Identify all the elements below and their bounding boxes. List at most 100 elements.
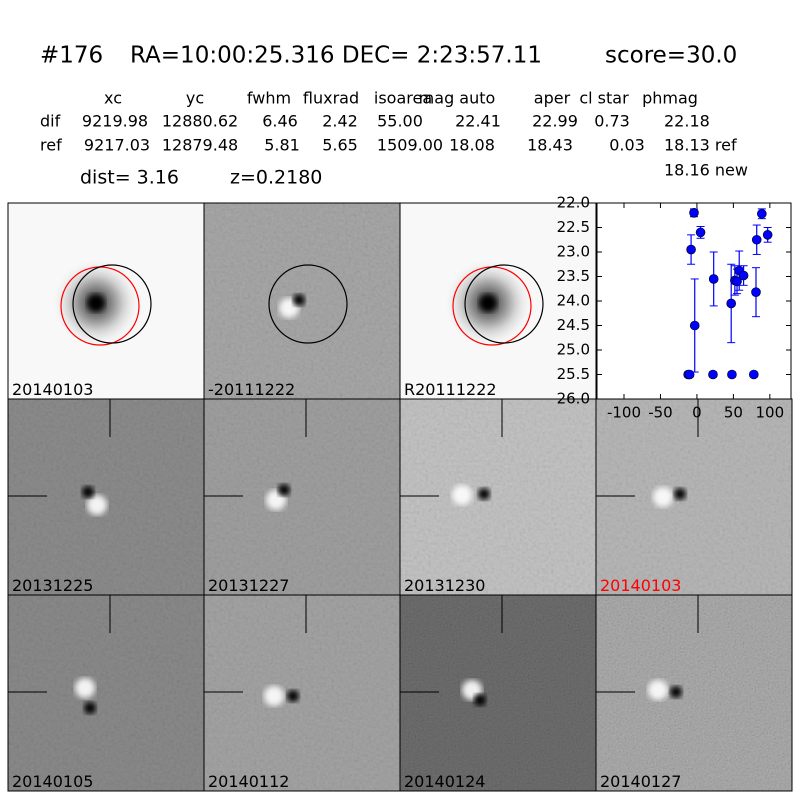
panel-content bbox=[204, 399, 400, 595]
panel-content bbox=[8, 203, 204, 399]
table-cell: 6.46 bbox=[262, 112, 298, 131]
panel-label: 20140124 bbox=[404, 772, 485, 791]
positive-residual bbox=[653, 487, 673, 507]
table-cell: 12880.62 bbox=[162, 112, 238, 131]
table-cell: 18.13 ref bbox=[664, 136, 737, 155]
distance: dist= 3.16 bbox=[80, 167, 179, 189]
y-tick-label: 22.5 bbox=[557, 218, 590, 236]
y-tick-label: 25.0 bbox=[557, 341, 590, 359]
point bbox=[708, 369, 718, 380]
table-cell: 0.73 bbox=[594, 112, 630, 131]
panel-label: -20111222 bbox=[208, 380, 295, 399]
x-tick-label: 50 bbox=[724, 404, 743, 422]
panel-noise bbox=[400, 595, 596, 791]
source-core bbox=[87, 294, 105, 312]
row-label: ref bbox=[40, 136, 62, 155]
panel-content bbox=[400, 203, 596, 399]
panel-content bbox=[596, 399, 792, 595]
y-tick-label: 26.0 bbox=[557, 390, 590, 408]
table-cell: 22.18 bbox=[664, 112, 710, 131]
image-panel: 20140124 bbox=[399, 594, 597, 792]
point bbox=[684, 369, 695, 380]
column-header: aper bbox=[534, 89, 571, 108]
candidate-id: #176 bbox=[40, 43, 103, 69]
column-header: fluxrad bbox=[303, 89, 359, 108]
table-cell: 5.65 bbox=[322, 136, 358, 155]
panel-content bbox=[596, 595, 792, 791]
table-cell: 18.43 bbox=[527, 136, 573, 155]
x-tick-label: -100 bbox=[607, 404, 641, 422]
panel-content bbox=[204, 595, 400, 791]
panel-noise bbox=[400, 399, 596, 595]
table-cell: 9219.98 bbox=[82, 112, 148, 131]
positive-residual bbox=[87, 495, 107, 515]
point bbox=[751, 287, 761, 297]
column-header: mag auto bbox=[419, 89, 496, 108]
table-cell: 12879.48 bbox=[162, 136, 238, 155]
panel-noise bbox=[8, 399, 204, 595]
point bbox=[689, 320, 700, 331]
negative-residual bbox=[84, 702, 96, 714]
source-core bbox=[479, 294, 497, 312]
x-tick-label: 0 bbox=[692, 404, 702, 422]
panel-noise bbox=[596, 399, 792, 595]
panel-noise bbox=[204, 399, 400, 595]
positive-residual bbox=[648, 680, 668, 700]
y-tick-label: 24.0 bbox=[557, 292, 590, 310]
row-label: dif bbox=[40, 112, 61, 131]
point bbox=[727, 369, 737, 380]
y-tick-label: 23.5 bbox=[557, 267, 590, 285]
column-header: cl star bbox=[579, 89, 629, 108]
panel-frame bbox=[595, 594, 793, 792]
point bbox=[762, 230, 773, 240]
point bbox=[749, 369, 759, 380]
y-tick-label: 24.5 bbox=[557, 316, 590, 334]
point bbox=[686, 244, 696, 255]
panel-content bbox=[8, 595, 204, 791]
panel-label: 20140127 bbox=[600, 772, 681, 791]
point bbox=[689, 208, 699, 218]
table-cell: 0.03 bbox=[609, 136, 645, 155]
aperture-circle bbox=[464, 264, 544, 344]
table-cell: 18.08 bbox=[449, 136, 495, 155]
panel-noise bbox=[204, 595, 400, 791]
point bbox=[708, 274, 719, 284]
column-header: yc bbox=[186, 89, 204, 108]
image-panel: R20111222 bbox=[399, 202, 597, 400]
column-header: fwhm bbox=[247, 89, 291, 108]
point bbox=[695, 227, 706, 238]
image-panel: 20140103 bbox=[7, 202, 205, 400]
positive-residual bbox=[264, 686, 284, 706]
phmag-new: 18.16 new bbox=[664, 161, 748, 180]
point bbox=[757, 208, 767, 219]
header: #176 RA=10:00:25.316 DEC= 2:23:57.11 sco… bbox=[40, 43, 748, 189]
column-header: phmag bbox=[642, 89, 698, 108]
score: score=30.0 bbox=[605, 43, 737, 69]
plot-bg bbox=[596, 202, 792, 400]
image-panel: 20140127 bbox=[595, 594, 793, 792]
negative-residual bbox=[293, 294, 305, 306]
positive-residual bbox=[452, 485, 472, 505]
image-panel: 20140105 bbox=[7, 594, 205, 792]
panel-content bbox=[400, 399, 596, 595]
negative-residual bbox=[287, 690, 299, 702]
table-cell: 2.42 bbox=[322, 112, 358, 131]
panel-label: 20140103 bbox=[12, 380, 93, 399]
point bbox=[751, 234, 762, 245]
negative-residual bbox=[670, 686, 682, 698]
panel-content bbox=[400, 595, 596, 791]
negative-residual bbox=[278, 484, 290, 496]
panel-label: 20140103 bbox=[600, 576, 681, 595]
panel-label: 20140112 bbox=[208, 772, 289, 791]
panel-label: 20131225 bbox=[12, 576, 93, 595]
point bbox=[738, 270, 749, 281]
column-header: xc bbox=[104, 89, 122, 108]
table-cell: 5.81 bbox=[264, 136, 300, 155]
negative-residual bbox=[82, 486, 94, 498]
negative-residual bbox=[478, 488, 490, 500]
image-panel: 20131230 bbox=[399, 398, 597, 596]
image-panel: 20131225 bbox=[7, 398, 205, 596]
negative-residual bbox=[474, 694, 486, 706]
redshift: z=0.2180 bbox=[230, 167, 322, 189]
positive-residual bbox=[75, 678, 95, 698]
